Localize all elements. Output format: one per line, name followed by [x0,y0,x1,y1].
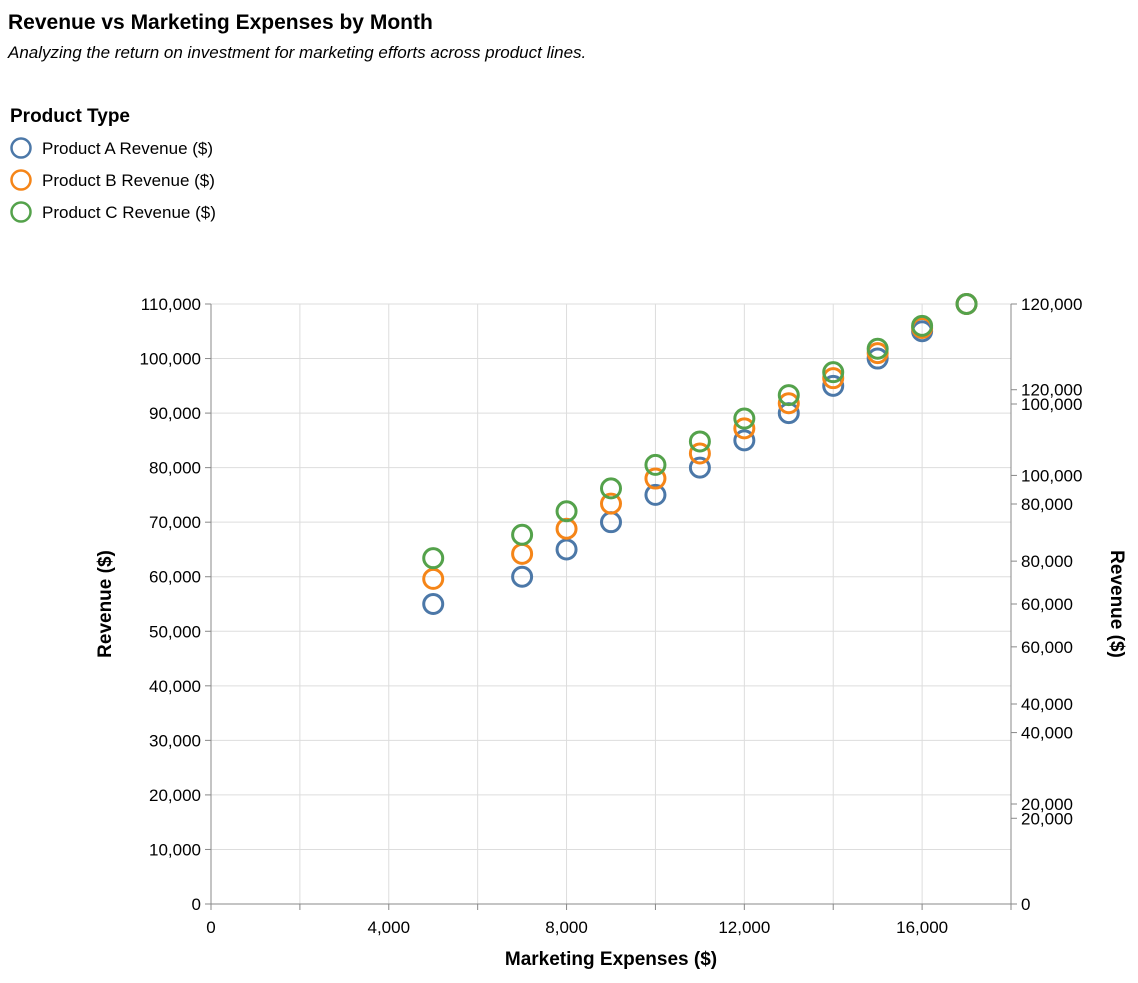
data-point [422,567,445,590]
legend-symbol [10,169,32,191]
data-point [600,492,622,515]
data-point [733,429,756,452]
y-tick-label-left: 30,000 [149,731,201,750]
data-points [422,293,978,615]
y-tick-label-right: 0 [1021,895,1030,914]
data-point [511,523,534,546]
data-point [733,407,756,430]
data-point [422,547,445,570]
data-point [555,517,578,540]
data-point [777,392,800,415]
y-tick-label-left: 100,000 [140,350,201,369]
x-axis-title: Marketing Expenses ($) [505,949,717,970]
y-tick-label-right: 40,000 [1021,695,1073,714]
data-point [688,430,711,453]
y-tick-label-left: 70,000 [149,513,201,532]
y-tick-label-right: 120,000 [1021,381,1082,400]
y-tick-label-left: 90,000 [149,404,201,423]
y-tick-label-left: 10,000 [149,840,201,859]
data-point [600,477,622,500]
y-tick-label-right: 120,000 [1021,295,1082,314]
legend-label: Product A Revenue ($) [42,139,213,158]
y-tick-label-left: 40,000 [149,677,201,696]
data-point [733,417,756,440]
axes: 0 4,000 8,000 12,000 16,000 0 10,000 20,000 30,0… [140,295,1083,937]
data-point [644,467,667,490]
legend-title: Product Type [10,106,130,127]
data-point [644,483,667,506]
y-tick-label-left: 20,000 [149,786,201,805]
x-tick-label: 12,000 [718,918,770,937]
chart-title: Revenue vs Marketing Expenses by Month [8,11,433,34]
data-point [688,442,711,465]
y-tick-label-right: 60,000 [1021,595,1073,614]
y-tick-label-left: 80,000 [149,459,201,478]
data-point [511,565,534,588]
y-tick-label-left: 110,000 [141,295,201,314]
data-point [822,374,845,397]
legend: Product Type Product A Revenue ($) Produc… [10,106,216,223]
legend-symbol [10,137,32,159]
legend-label: Product C Revenue ($) [42,203,216,222]
y-tick-label-right: 100,000 [1021,395,1082,414]
legend-symbol [10,201,32,223]
legend-label: Product B Revenue ($) [42,171,215,190]
data-point [955,293,978,315]
data-point [555,500,578,523]
data-point [911,314,934,337]
data-point [511,542,534,565]
data-point [688,456,711,479]
data-point [822,361,845,384]
y-axis-title-right: Revenue ($) [1106,550,1127,658]
y-tick-label-right: 100,000 [1021,466,1082,485]
x-tick-label: 8,000 [545,918,588,937]
y-tick-label-left: 50,000 [149,622,201,641]
data-point [822,367,845,390]
grid [210,303,1012,905]
y-tick-label-right: 60,000 [1021,638,1073,657]
data-point [777,384,800,407]
y-tick-label-right: 40,000 [1021,724,1073,743]
y-tick-label-right: 80,000 [1021,552,1073,571]
y-tick-label-left: 60,000 [149,568,201,587]
y-tick-label-right: 20,000 [1021,809,1073,828]
y-tick-label-right: 20,000 [1021,795,1073,814]
data-point [422,593,445,615]
y-axis-title-left: Revenue ($) [95,550,116,658]
data-point [555,538,578,561]
y-tick-label-right: 80,000 [1021,495,1073,514]
x-tick-label: 4,000 [368,918,411,937]
y-tick-label-left: 0 [192,895,201,914]
chart-subtitle: Analyzing the return on investment for m… [7,43,586,62]
data-point [866,337,889,360]
x-tick-label: 0 [206,918,215,937]
x-tick-label: 16,000 [896,918,948,937]
data-point [644,453,667,476]
